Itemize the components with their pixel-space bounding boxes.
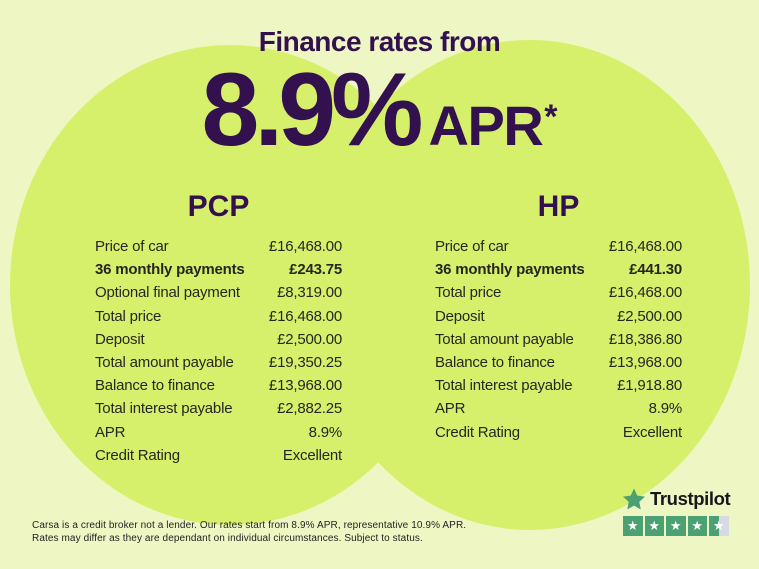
row-label: Deposit: [95, 330, 145, 348]
table-row: Optional final payment £8,319.00: [95, 281, 342, 304]
table-row: Price of car £16,468.00: [95, 235, 342, 258]
pcp-title: PCP: [187, 190, 250, 223]
table-row: Total price £16,468.00: [435, 281, 682, 304]
table-row: Price of car £16,468.00: [435, 235, 682, 258]
background-blob-right: [310, 40, 750, 530]
apr-asterisk: *: [544, 98, 558, 136]
trustpilot-wordmark: Trustpilot: [650, 488, 731, 509]
row-value: £2,500.00: [277, 330, 342, 348]
table-row: Total amount payable £19,350.25: [95, 351, 342, 374]
row-label: Total interest payable: [435, 377, 573, 395]
row-label: Deposit: [435, 307, 485, 325]
star-glyph: ★: [712, 518, 725, 534]
row-value: £16,468.00: [608, 284, 682, 302]
star-glyph: ★: [626, 518, 639, 534]
row-label: Price of car: [435, 238, 509, 256]
row-value: 8.9%: [648, 400, 683, 418]
trustpilot-header: Trustpilot: [622, 487, 731, 511]
table-row: 36 monthly payments £243.75: [95, 258, 342, 281]
table-row: Deposit £2,500.00: [95, 328, 342, 351]
pcp-table: PCP Price of car £16,468.00 36 monthly p…: [95, 190, 342, 467]
row-value: £16,468.00: [608, 238, 682, 256]
row-value: £13,968.00: [608, 354, 682, 372]
disclaimer: Carsa is a credit broker not a lender. O…: [32, 520, 466, 545]
row-label: Total price: [95, 307, 162, 325]
row-value: £2,500.00: [617, 307, 682, 325]
row-value: 8.9%: [308, 423, 343, 441]
apr-hero: 8.9% APR *: [0, 58, 759, 162]
row-label: Credit Rating: [95, 446, 180, 464]
disclaimer-line-2: Rates may differ as they are dependant o…: [32, 532, 423, 544]
apr-label: APR: [428, 94, 544, 157]
disclaimer-line-1: Carsa is a credit broker not a lender. O…: [32, 520, 467, 531]
row-label: APR: [95, 423, 126, 441]
table-row: Credit Rating Excellent: [435, 421, 682, 444]
row-label: Balance to finance: [95, 377, 215, 395]
star-glyph: ★: [648, 518, 661, 534]
row-label: Balance to finance: [435, 354, 555, 372]
trustpilot-badge: Trustpilot ★ ★ ★ ★ ★: [622, 487, 731, 536]
table-row: 36 monthly payments £441.30: [435, 258, 682, 281]
star-icon: ★: [687, 516, 707, 536]
row-value: £2,882.25: [277, 400, 342, 418]
table-row: Balance to finance £13,968.00: [435, 351, 682, 374]
banner-title: Finance rates from: [258, 26, 501, 57]
row-value: £1,918.80: [617, 377, 682, 395]
hp-title: HP: [537, 190, 580, 223]
table-row: Total interest payable £1,918.80: [435, 374, 682, 397]
table-row: Credit Rating Excellent: [95, 444, 342, 467]
row-label: 36 monthly payments: [435, 261, 585, 279]
row-label: APR: [435, 400, 466, 418]
row-label: Price of car: [95, 238, 169, 256]
row-value: £18,386.80: [608, 330, 682, 348]
apr-rate: 8.9%: [201, 52, 423, 168]
table-row: APR 8.9%: [95, 421, 342, 444]
table-row: Total price £16,468.00: [95, 305, 342, 328]
row-value: £16,468.00: [268, 307, 342, 325]
trustpilot-rating-stars: ★ ★ ★ ★ ★: [623, 516, 730, 536]
row-label: Total interest payable: [95, 400, 233, 418]
row-label: 36 monthly payments: [95, 261, 245, 279]
table-row: Total interest payable £2,882.25: [95, 397, 342, 420]
star-glyph: ★: [669, 518, 682, 534]
star-glyph: ★: [691, 518, 704, 534]
table-row: APR 8.9%: [435, 397, 682, 420]
row-value: £441.30: [629, 261, 682, 279]
star-icon: ★: [666, 516, 686, 536]
row-value: Excellent: [282, 446, 342, 464]
row-label: Total price: [435, 284, 502, 302]
table-row: Deposit £2,500.00: [435, 305, 682, 328]
row-label: Credit Rating: [435, 423, 520, 441]
row-label: Total amount payable: [95, 354, 234, 372]
row-value: £16,468.00: [268, 238, 342, 256]
row-value: £8,319.00: [277, 284, 342, 302]
half-star-icon: ★: [709, 516, 729, 536]
table-row: Balance to finance £13,968.00: [95, 374, 342, 397]
row-value: £243.75: [289, 261, 342, 279]
row-value: £13,968.00: [268, 377, 342, 395]
table-row: Total amount payable £18,386.80: [435, 328, 682, 351]
row-label: Total amount payable: [435, 330, 574, 348]
row-label: Optional final payment: [95, 284, 240, 302]
star-icon: ★: [623, 516, 643, 536]
hp-table: HP Price of car £16,468.00 36 monthly pa…: [435, 190, 682, 444]
trustpilot-star-icon: [623, 488, 645, 510]
row-value: Excellent: [622, 423, 682, 441]
row-value: £19,350.25: [268, 354, 342, 372]
star-icon: ★: [644, 516, 664, 536]
